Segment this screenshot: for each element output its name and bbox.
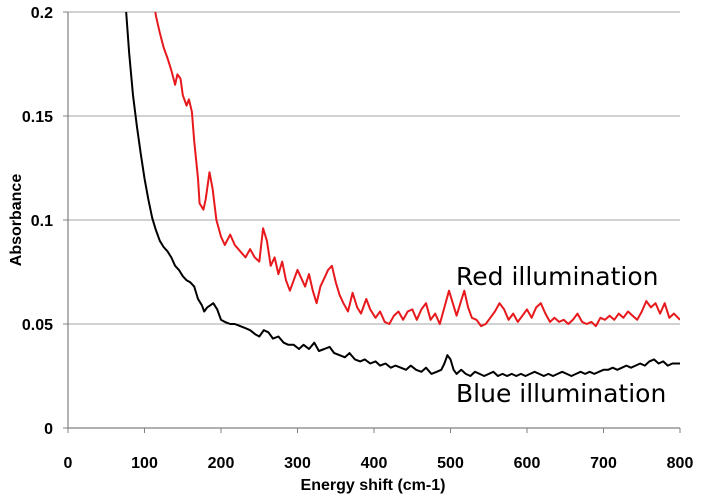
x-tick-label: 100 — [131, 455, 158, 472]
x-tick-label: 0 — [64, 455, 73, 472]
red-illumination-label: Red illumination — [456, 262, 658, 291]
x-tick-label: 500 — [437, 455, 464, 472]
x-tick-label: 700 — [590, 455, 617, 472]
plot-area — [125, 12, 680, 377]
y-tick-label: 0.15 — [22, 109, 53, 126]
blue-illumination-label: Blue illumination — [456, 379, 666, 408]
y-tick-label: 0.05 — [22, 317, 53, 334]
x-tick-label: 800 — [667, 455, 694, 472]
y-tick-label: 0.2 — [31, 5, 53, 22]
axes — [63, 11, 681, 433]
x-tick-label: 600 — [514, 455, 541, 472]
y-tick-label: 0.1 — [31, 213, 53, 230]
gridlines — [68, 11, 680, 325]
x-axis-title: Energy shift (cm-1) — [301, 477, 446, 494]
x-tick-label: 300 — [284, 455, 311, 472]
series-line-blue — [125, 12, 680, 377]
y-tick-labels: 0 0.05 0.1 0.15 0.2 — [22, 5, 53, 438]
y-axis-title: Absorbance — [8, 174, 25, 267]
x-tick-labels: 0 100 200 300 400 500 600 700 800 — [64, 455, 694, 472]
y-tick-label: 0 — [44, 421, 53, 438]
x-tick-label: 400 — [361, 455, 388, 472]
x-tick-label: 200 — [208, 455, 235, 472]
series-line-red — [154, 12, 680, 328]
